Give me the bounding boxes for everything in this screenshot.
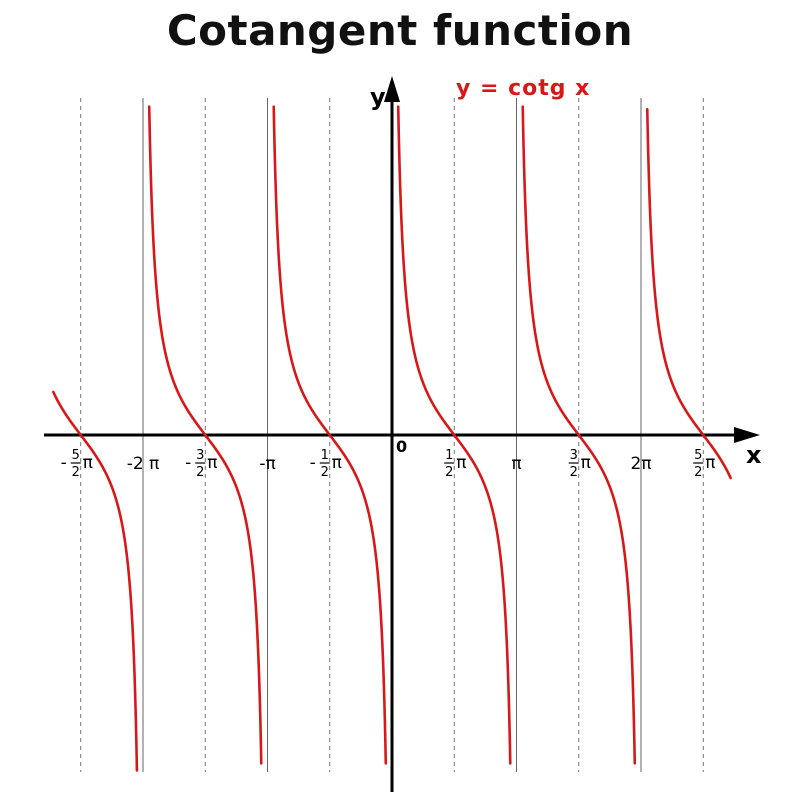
x-tick-sign: - [310, 453, 316, 473]
x-tick-labels: -52 π -2 π -32 π -π -12 π 12 π π 32 π 2π 52 π [61, 448, 716, 480]
x-tick-denominator: 2 [196, 465, 204, 480]
x-tick-numerator: 1 [321, 448, 329, 463]
x-tick-numerator: 5 [72, 448, 80, 463]
x-tick-numerator: 3 [196, 448, 204, 463]
x-tick-pi: π [83, 453, 93, 473]
curve-branch [147, 105, 263, 765]
function-label: y = cotg x [456, 76, 590, 101]
x-tick-denominator: 2 [72, 465, 80, 480]
x-tick-denominator: 2 [570, 465, 578, 480]
x-tick-pi: π [456, 453, 466, 473]
x-tick-label: -π [259, 454, 275, 474]
curve-branch [645, 108, 732, 480]
curve-branches [52, 105, 732, 772]
x-tick-sign: - [185, 453, 191, 473]
x-tick-denominator: 2 [694, 465, 702, 480]
origin-label: 0 [396, 437, 407, 456]
curve-branch [52, 390, 139, 772]
y-axis-label: y [370, 83, 386, 111]
curve-branch [521, 105, 637, 765]
x-tick-numerator: 1 [445, 448, 453, 463]
x-tick-label: 2π [630, 454, 651, 474]
x-tick-fraction: 5 2 π [693, 448, 715, 480]
x-tick-denominator: 2 [321, 465, 329, 480]
x-tick-numerator: 5 [694, 448, 702, 463]
x-tick-sign: - [61, 453, 67, 473]
x-tick-fraction: -5 2 π [61, 448, 93, 480]
x-tick-denominator: 2 [445, 465, 453, 480]
axes [44, 76, 760, 792]
x-tick-fraction: -1 2 π [310, 448, 342, 480]
axis-labels: x y 0 y = cotg x [370, 76, 762, 469]
curve-branch [396, 105, 512, 765]
chart-title: Cotangent function [166, 6, 634, 55]
x-tick-pi: π [207, 453, 217, 473]
x-axis-label: x [746, 441, 762, 469]
y-axis-arrow [384, 76, 400, 102]
x-tick-label: π [511, 454, 521, 474]
x-axis-arrow [734, 427, 760, 443]
x-tick-fraction: 3 2 π [568, 448, 591, 480]
x-tick-fraction: 1 2 π [444, 448, 466, 480]
x-tick-fraction: -3 2 π [185, 448, 217, 480]
x-tick-pi: π [332, 453, 342, 473]
curve-branch [272, 105, 388, 765]
x-tick-label: -2 π [127, 454, 160, 474]
x-tick-pi: π [581, 453, 591, 473]
x-tick-pi: π [705, 453, 715, 473]
x-tick-numerator: 3 [570, 448, 578, 463]
